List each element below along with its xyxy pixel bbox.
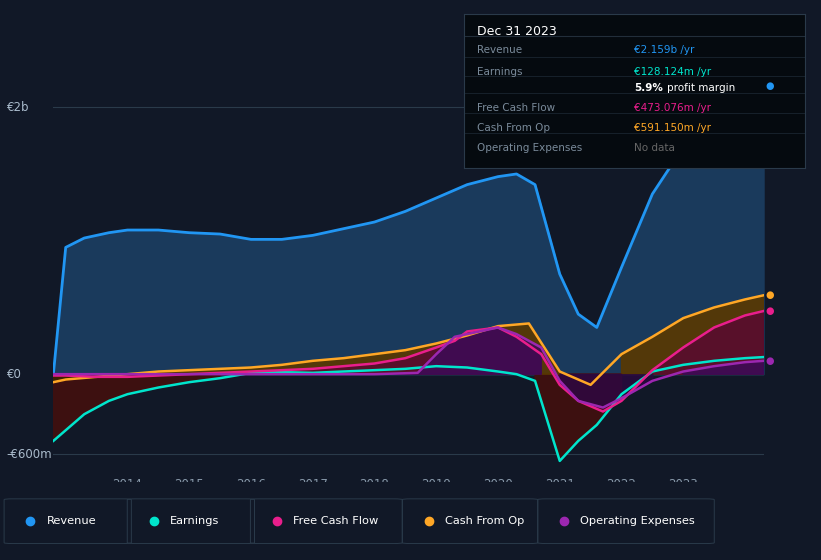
Text: €0: €0 <box>7 368 21 381</box>
Text: €473.076m /yr: €473.076m /yr <box>635 102 711 113</box>
Text: ●: ● <box>765 290 773 300</box>
Text: Free Cash Flow: Free Cash Flow <box>478 102 556 113</box>
Text: Free Cash Flow: Free Cash Flow <box>293 516 378 526</box>
Text: No data: No data <box>635 143 675 152</box>
Text: 5.9%: 5.9% <box>635 82 663 92</box>
Text: Dec 31 2023: Dec 31 2023 <box>478 25 557 38</box>
Text: Revenue: Revenue <box>47 516 96 526</box>
Text: Earnings: Earnings <box>170 516 219 526</box>
Text: ●: ● <box>765 356 773 366</box>
Text: ●: ● <box>765 81 773 91</box>
Text: profit margin: profit margin <box>667 82 735 92</box>
Text: Earnings: Earnings <box>478 67 523 77</box>
Text: Cash From Op: Cash From Op <box>478 123 551 133</box>
Text: Operating Expenses: Operating Expenses <box>580 516 695 526</box>
Text: ●: ● <box>765 306 773 316</box>
Text: Operating Expenses: Operating Expenses <box>478 143 583 152</box>
Text: €128.124m /yr: €128.124m /yr <box>635 67 711 77</box>
Text: €2b: €2b <box>7 101 29 114</box>
Text: -€600m: -€600m <box>7 448 53 461</box>
Text: €591.150m /yr: €591.150m /yr <box>635 123 711 133</box>
Text: €2.159b /yr: €2.159b /yr <box>635 45 695 55</box>
Text: Cash From Op: Cash From Op <box>445 516 525 526</box>
Text: Revenue: Revenue <box>478 45 523 55</box>
